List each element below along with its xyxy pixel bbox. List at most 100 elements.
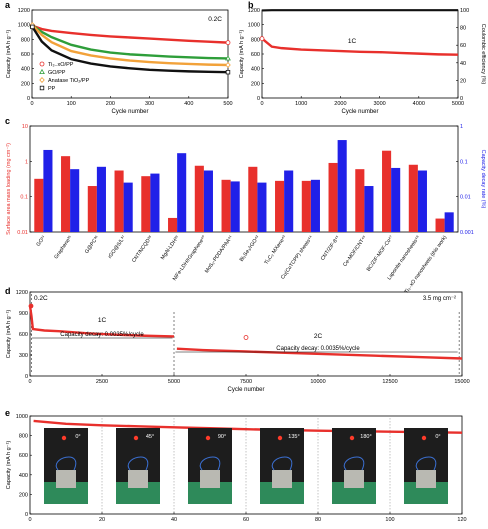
x-tick-label-b: 4000 [413,101,425,107]
led-icon-e-3 [278,436,282,440]
bar-mass-loading-11 [329,163,338,232]
x-tick-label-b: 1000 [295,101,307,107]
y-tick-label-c: 0.01 [17,230,28,236]
series-marker-a-3 [31,25,35,29]
photo-cell-e-2 [200,470,220,488]
bar-decay-rate-10 [311,180,320,232]
category-label-c-8: Bi₂Se₃/rGO⁴² [239,234,261,262]
bar-decay-rate-12 [364,186,373,232]
legend-label-a-0: Ti₃₋xO/PP [48,62,74,68]
bar-decay-rate-3 [124,183,133,232]
x-tick-label-a: 200 [106,101,115,107]
bar-mass-loading-14 [409,165,418,232]
y2-tick-label-c: 0.1 [460,159,468,165]
annotation-d-loading: 3.5 mg cm⁻² [423,296,456,302]
y-axis-label-b: Capacity (mA h g⁻¹) [239,30,245,79]
bar-decay-rate-15 [445,212,454,232]
bar-decay-rate-8 [257,183,266,232]
annotation-b: 1C [348,38,357,45]
y-tick-label-b: 1000 [248,23,260,29]
bar-mass-loading-4 [141,176,150,232]
y-tick-label-b: 800 [251,37,260,43]
bar-mass-loading-3 [115,171,124,232]
x-axis-label-a: Cycle number [111,109,148,115]
panel-label-d: d [5,286,11,296]
y-tick-label-a: 600 [21,52,30,58]
annotation-d-rate-1: 0.2C [34,295,48,302]
series-marker-a-0 [226,41,230,45]
series-marker-a-2 [226,63,230,68]
bar-mass-loading-1 [61,156,70,232]
panel-label-a: a [5,0,11,10]
x-tick-label-e: 80 [315,517,321,523]
bar-mass-loading-12 [355,169,364,232]
photo-cell-e-4 [344,470,364,488]
x-tick-label-a: 0 [30,101,33,107]
y2-tick-label-c: 0.01 [460,195,471,201]
category-label-c-5: MgAl-LDH³⁹ [160,235,181,261]
category-label-c-12: Ce-MOF/CNT⁴⁶ [342,235,368,268]
x-tick-label-a: 100 [67,101,76,107]
x-tick-label-e: 20 [99,517,105,523]
y-tick-label-e: 0 [25,512,28,518]
category-label-c-4: CNT/NCQD³⁸ [131,235,154,264]
bar-decay-rate-4 [150,174,159,232]
x-axis-label-b: Cycle number [341,109,378,115]
x-tick-label-e: 100 [385,517,394,523]
series-marker-b [260,37,264,41]
y-tick-label-e: 600 [19,453,28,459]
y-tick-label-b: 1200 [248,8,260,14]
bar-decay-rate-9 [284,171,293,232]
annotation-d-decay-1: Capacity decay: 0.0035%/cycle [60,332,144,338]
y-tick-label-a: 800 [21,37,30,43]
y-tick-label-b: 400 [251,67,260,73]
y-tick-label-b: 600 [251,52,260,58]
x-tick-label-e: 120 [457,517,466,523]
bar-mass-loading-7 [222,180,231,232]
y-axis-label-c: Surface area mass loading (mg cm⁻²) [6,143,12,235]
series-marker-d [29,304,33,308]
y-tick-label-d: 0 [25,374,28,380]
x-tick-label-e: 60 [243,517,249,523]
bar-decay-rate-6 [204,171,213,232]
x-tick-label-b: 2000 [334,101,346,107]
y-tick-label-a: 1200 [18,8,30,14]
y-tick-label-a: 400 [21,67,30,73]
y2-tick-label-c: 0.001 [460,230,474,236]
y2-tick-label-b: 80 [460,26,466,32]
bar-mass-loading-8 [248,167,257,232]
x-tick-label-d: 10000 [310,379,325,385]
category-label-c-7: MoS₂-PDDA/PAA⁴¹ [204,234,234,274]
legend-marker-a-0 [40,62,44,66]
photo-cell-e-3 [272,470,292,488]
x-tick-label-a: 400 [184,101,193,107]
y-tick-label-b: 0 [257,96,260,102]
category-label-c-11: CNT/ZIF-8⁴⁵ [320,235,341,262]
led-icon-e-5 [422,436,426,440]
bar-mass-loading-10 [302,181,311,232]
x-tick-label-a: 500 [223,101,232,107]
bar-mass-loading-13 [382,151,391,232]
bend-angle-label-e-5: 0° [435,434,440,440]
photo-cell-e-5 [416,470,436,488]
bend-angle-label-e-3: 135° [288,434,299,440]
bar-decay-rate-0 [43,150,52,232]
x-tick-label-e: 0 [28,517,31,523]
panel-label-c: c [5,116,10,126]
y2-tick-label-b: 40 [460,61,466,67]
bend-angle-label-e-0: 0° [75,434,80,440]
category-label-c-0: GO¹¹ [35,234,47,247]
bar-mass-loading-6 [195,166,204,232]
y-tick-label-b: 200 [251,81,260,87]
bar-mass-loading-0 [34,179,43,232]
y2-axis-label-c: Capacity decay rate (%) [480,150,486,209]
y2-tick-label-c: 1 [460,124,463,130]
category-label-c-3: rGO@S/L³⁷ [107,235,127,260]
annotation-d-decay-2: Capacity decay: 0.0035%/cycle [276,346,360,352]
y-tick-label-d: 600 [19,332,28,338]
led-icon-e-1 [134,436,138,440]
y-tick-label-c: 0.1 [20,195,28,201]
y-tick-label-c: 10 [22,124,28,130]
category-label-c-13: BC/ZIF-MOF-Co⁴⁷ [366,235,395,273]
